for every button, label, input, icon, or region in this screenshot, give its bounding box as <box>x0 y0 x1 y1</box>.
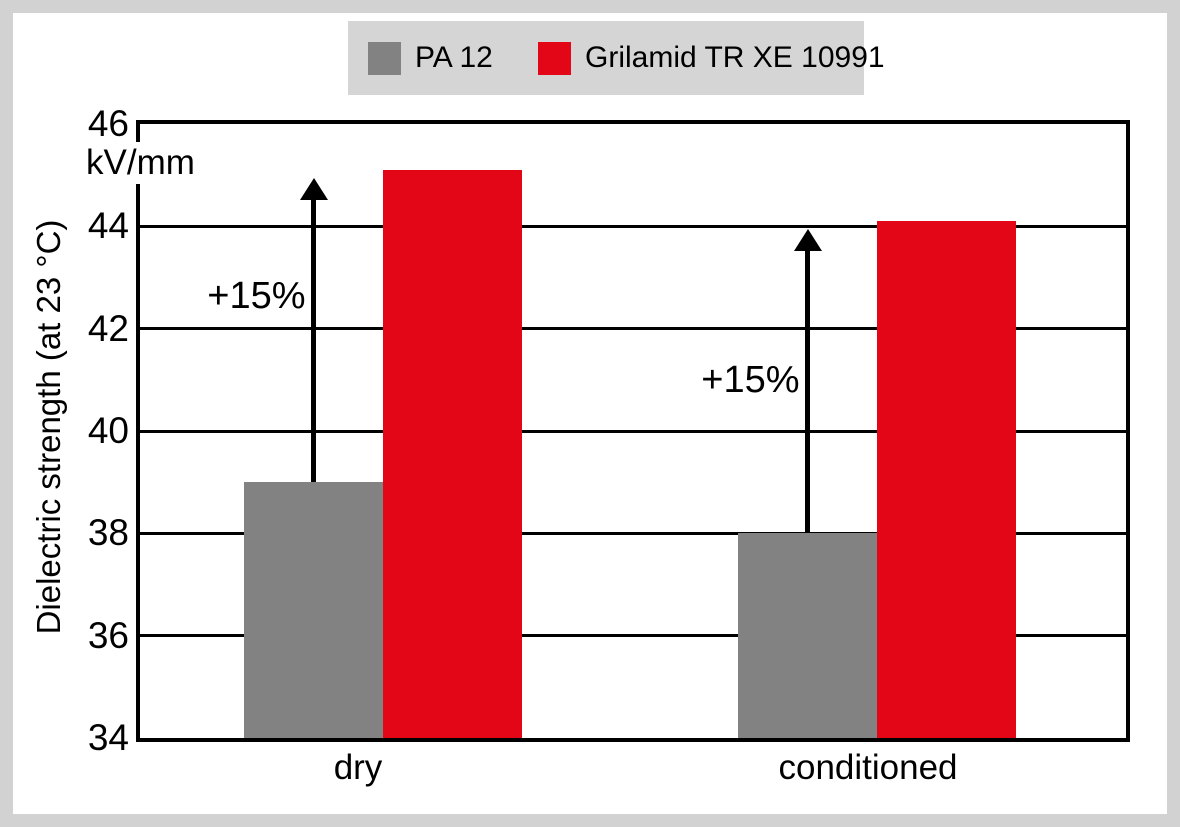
x-category-label-conditioned: conditioned <box>778 748 958 787</box>
plot-area: +15% +15% <box>136 120 1130 742</box>
annotation-plus15-conditioned: +15% <box>701 359 800 401</box>
legend: PA 12 Grilamid TR XE 10991 <box>348 21 885 95</box>
increase-arrow-head <box>299 178 328 201</box>
y-tick-label-34: 34 <box>87 717 129 758</box>
legend-item: PA 12 <box>368 21 493 95</box>
legend-item-label: PA 12 <box>415 41 493 74</box>
increase-arrow-line <box>311 200 316 483</box>
y-tick-label-36: 36 <box>87 614 129 656</box>
bar-conditioned-pa12 <box>738 533 877 738</box>
gridline-38 <box>140 531 1126 535</box>
increase-arrow-line <box>805 251 810 534</box>
y-tick-label-44: 44 <box>87 205 129 247</box>
annotation-plus15-dry: +15% <box>207 275 306 317</box>
bar-conditioned-grilamid <box>877 221 1016 738</box>
gridline-36 <box>140 634 1126 638</box>
bar-dry-pa12 <box>244 482 383 738</box>
legend-item: Grilamid TR XE 10991 <box>538 21 885 95</box>
y-tick-label-42: 42 <box>87 307 129 349</box>
x-category-label-dry: dry <box>333 748 383 787</box>
gridline-44 <box>140 224 1126 228</box>
y-tick-label-38: 38 <box>87 512 129 554</box>
legend-swatch-gray <box>368 41 401 75</box>
bar-dry-grilamid <box>383 170 522 738</box>
gridline-42 <box>140 327 1126 331</box>
legend-swatch-red <box>538 41 571 75</box>
y-tick-label-46: 46 <box>87 103 129 144</box>
y-tick-label-40: 40 <box>87 410 129 451</box>
gridline-40 <box>140 429 1126 433</box>
legend-item-label: Grilamid TR XE 10991 <box>585 41 885 74</box>
y-axis-unit-label: kV/mm <box>86 142 203 184</box>
increase-arrow-head <box>793 229 822 252</box>
